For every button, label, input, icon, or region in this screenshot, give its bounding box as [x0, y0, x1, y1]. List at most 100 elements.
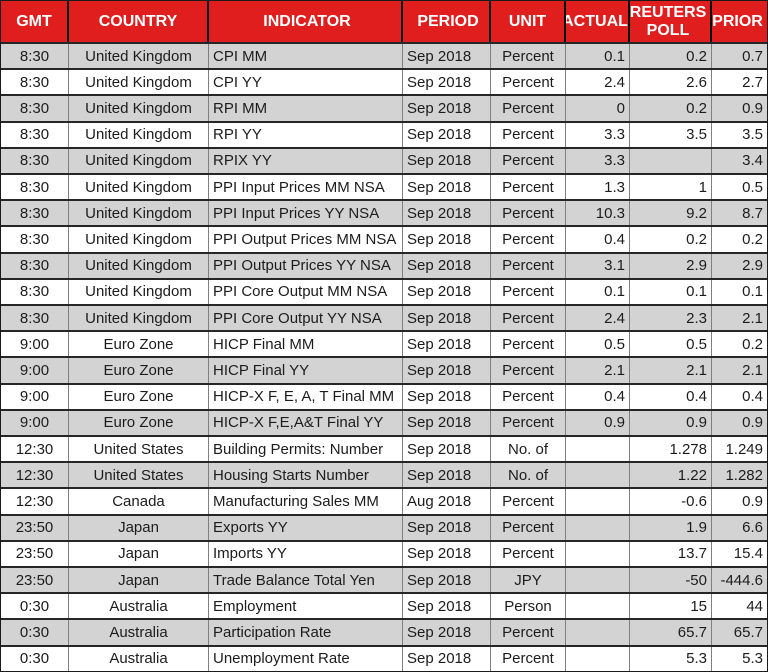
cell-period: Sep 2018: [403, 175, 491, 200]
cell-gmt: 8:30: [1, 227, 69, 252]
cell-gmt: 8:30: [1, 44, 69, 69]
cell-country: Japan: [69, 515, 209, 540]
table-row: 8:30 United Kingdom PPI Input Prices MM NS…: [1, 173, 767, 200]
cell-poll: 0.4: [630, 384, 712, 409]
cell-indicator: PPI Output Prices MM NSA: [209, 227, 403, 252]
cell-prior: 65.7: [733, 624, 763, 642]
cell-actual: [566, 594, 630, 619]
cell-country: Japan: [69, 541, 209, 567]
cell-poll: 1.278: [630, 437, 712, 462]
cell-prior: 0.9: [742, 414, 763, 432]
cell-gmt: 0:30: [1, 620, 69, 645]
table-row: 8:30 United Kingdom PPI Input Prices YY NS…: [1, 199, 767, 226]
cell-actual: [566, 515, 630, 540]
cell-actual: 0.1: [566, 44, 630, 69]
cell-unit: Percent: [491, 201, 566, 226]
cell-period: Sep 2018: [403, 306, 491, 331]
cell-indicator: HICP Final MM: [209, 332, 403, 357]
cell-period: Sep 2018: [403, 122, 491, 147]
cell-indicator: RPI YY: [209, 122, 403, 147]
table-row: 8:30 United Kingdom RPI MM Sep 2018 Percent 0…: [1, 94, 767, 121]
cell-indicator: HICP-X F,E,A&T Final YY: [209, 410, 403, 436]
table-row: 23:50 Japan Trade Balance Total Yen Sep 201…: [1, 566, 767, 593]
cell-indicator: Employment: [209, 594, 403, 619]
cell-indicator: Imports YY: [209, 541, 403, 567]
cell-country: United States: [69, 437, 209, 462]
cell-indicator: Exports YY: [209, 515, 403, 540]
table-row: 12:30 United States Building Permits: Numb…: [1, 435, 767, 462]
cell-poll: 2.3: [630, 306, 712, 331]
cell-prior: 3.4: [742, 152, 763, 170]
cell-indicator: PPI Output Prices YY NSA: [209, 253, 403, 278]
cell-actual: [566, 463, 630, 488]
cell-indicator: Manufacturing Sales MM: [209, 489, 403, 514]
cell-unit: Percent: [491, 253, 566, 278]
cell-gmt: 12:30: [1, 437, 69, 462]
cell-unit: Percent: [491, 515, 566, 540]
cell-period: Sep 2018: [403, 620, 491, 645]
cell-poll: 65.7: [630, 620, 712, 645]
cell-prior: 0.9: [742, 493, 763, 511]
cell-poll: 0.9: [630, 410, 712, 436]
cell-indicator: PPI Core Output MM NSA: [209, 279, 403, 305]
column-header-period: PERIOD: [403, 1, 491, 42]
table-body: 8:30 United Kingdom CPI MM Sep 2018 Percent 0…: [1, 42, 767, 671]
cell-period: Sep 2018: [403, 148, 491, 174]
column-header-country: COUNTRY: [69, 1, 209, 42]
cell-unit: Percent: [491, 620, 566, 645]
cell-country: Euro Zone: [69, 358, 209, 383]
cell-period: Aug 2018: [403, 489, 491, 514]
cell-poll: 5.3: [630, 646, 712, 671]
table-row: 0:30 Australia Participation Rate Sep 2018 P…: [1, 618, 767, 645]
cell-country: United Kingdom: [69, 122, 209, 147]
cell-unit: Percent: [491, 96, 566, 121]
cell-unit: Percent: [491, 541, 566, 567]
cell-prior: 2.7: [742, 73, 763, 91]
cell-gmt: 0:30: [1, 646, 69, 671]
cell-poll: 15: [630, 594, 712, 619]
cell-unit: Percent: [491, 227, 566, 252]
cell-unit: Percent: [491, 175, 566, 200]
table-row: 9:00 Euro Zone HICP-X F,E,A&T Final YY Sep …: [1, 408, 767, 436]
cell-poll: 2.6: [630, 70, 712, 95]
cell-unit: Percent: [491, 279, 566, 305]
cell-prior: 0.1: [742, 283, 763, 301]
cell-period: Sep 2018: [403, 541, 491, 567]
cell-actual: 0: [566, 96, 630, 121]
cell-indicator: PPI Input Prices YY NSA: [209, 201, 403, 226]
cell-country: United States: [69, 463, 209, 488]
cell-period: Sep 2018: [403, 201, 491, 226]
cell-actual: [566, 437, 630, 462]
cell-gmt: 8:30: [1, 306, 69, 331]
cell-period: Sep 2018: [403, 358, 491, 383]
cell-prior: 2.1: [742, 309, 763, 327]
table-row: 12:30 Canada Manufacturing Sales MM Aug 201…: [1, 487, 767, 514]
table-row: 8:30 United Kingdom PPI Output Prices YY N…: [1, 251, 767, 278]
table-row: 8:30 United Kingdom RPI YY Sep 2018 Percent 3…: [1, 120, 767, 147]
cell-prior: 0.9: [742, 100, 763, 117]
column-header-poll: REUTERS POLL: [630, 1, 712, 42]
cell-country: Euro Zone: [69, 384, 209, 409]
cell-actual: 3.3: [566, 122, 630, 147]
cell-gmt: 9:00: [1, 358, 69, 383]
cell-prior: 3.5: [742, 126, 763, 144]
cell-indicator: HICP Final YY: [209, 358, 403, 383]
cell-unit: Percent: [491, 384, 566, 409]
table-row: 0:30 Australia Unemployment Rate Sep 2018 Pe…: [1, 644, 767, 671]
cell-gmt: 23:50: [1, 515, 69, 540]
cell-poll: 2.9: [630, 253, 712, 278]
cell-gmt: 12:30: [1, 489, 69, 514]
column-header-unit: UNIT: [491, 1, 566, 42]
cell-indicator: RPI MM: [209, 96, 403, 121]
cell-period: Sep 2018: [403, 463, 491, 488]
cell-indicator: PPI Core Output YY NSA: [209, 306, 403, 331]
cell-gmt: 23:50: [1, 568, 69, 593]
cell-country: Australia: [69, 646, 209, 671]
cell-period: Sep 2018: [403, 437, 491, 462]
cell-poll: 0.2: [630, 96, 712, 121]
column-header-actual: ACTUAL: [566, 1, 630, 42]
cell-prior: 1.249: [725, 440, 763, 458]
cell-gmt: 12:30: [1, 463, 69, 488]
cell-prior: 15.4: [733, 545, 763, 563]
cell-actual: [566, 568, 630, 593]
